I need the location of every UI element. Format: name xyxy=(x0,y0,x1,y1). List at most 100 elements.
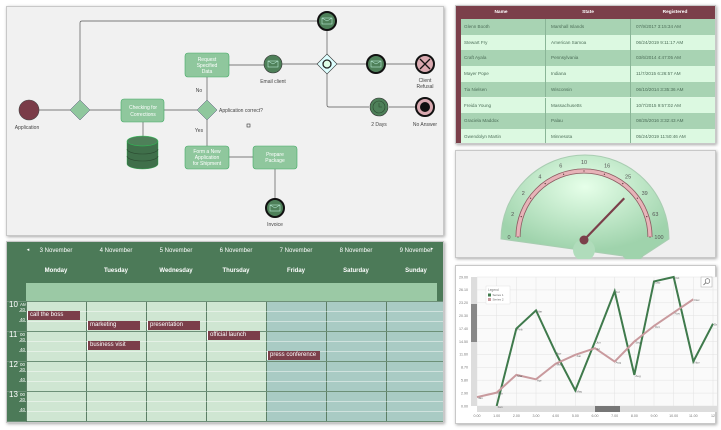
day-date-header[interactable]: 8 November xyxy=(339,248,373,254)
event-call-the-boss[interactable]: call the boss xyxy=(27,311,80,320)
gateway[interactable] xyxy=(69,99,91,121)
data-label: Nov xyxy=(675,312,681,316)
day-column[interactable] xyxy=(206,301,207,422)
task-checking[interactable] xyxy=(120,98,165,123)
message-end-event-icon[interactable] xyxy=(366,54,386,74)
table-cell: Pennsylvania xyxy=(551,55,579,61)
gauge-tick-label: 6 xyxy=(559,164,562,170)
x-tick-label: 5.00 xyxy=(572,414,579,418)
data-label: Nov xyxy=(694,361,700,365)
legend-swatch xyxy=(488,298,491,301)
day-name-header[interactable]: Monday xyxy=(44,268,68,274)
message-event-icon[interactable] xyxy=(263,54,283,74)
table-cell: Graciela Maddox xyxy=(464,118,499,124)
table-row[interactable]: Tia Nielsen Wisconsin 06/10/2014 3:35:36 A… xyxy=(461,81,715,98)
data-label: Sep xyxy=(635,341,641,345)
table-cell: 05/24/2019 11:50:46 AM xyxy=(636,133,686,139)
bpmn-diagram[interactable]: Application Application correct? No Yes … xyxy=(6,6,444,236)
event-marketing[interactable]: marketing xyxy=(87,321,140,330)
all-day-area[interactable] xyxy=(26,283,437,301)
scheduler[interactable]: ◂ ▸ 3 November Monday 4 November Tuesday 5 N… xyxy=(6,241,444,423)
day-column[interactable] xyxy=(386,301,387,422)
data-label: Mar xyxy=(517,374,522,378)
message-end-event-icon[interactable] xyxy=(265,198,285,218)
data-label: Jan xyxy=(478,396,483,400)
table-row[interactable]: Glenn Booth Marshall Islands 07/9/2017 3:1… xyxy=(461,19,715,35)
data-label: Sep xyxy=(655,280,661,284)
day-date-header[interactable]: 4 November xyxy=(99,248,133,254)
minute-label: 20 xyxy=(20,367,26,372)
day-column[interactable] xyxy=(146,301,147,422)
day-column[interactable] xyxy=(266,301,267,422)
next-week-arrow-icon[interactable]: ▸ xyxy=(430,246,434,252)
y-tick-label: 2.90 xyxy=(461,391,468,395)
table-row[interactable]: Freida Young Massachusetts 10/7/2015 9:57:… xyxy=(461,97,715,114)
day-date-header[interactable]: 9 November xyxy=(399,248,433,254)
table-row[interactable]: Mayer Pope Indiana 11/7/2015 6:26:57 AM xyxy=(461,66,715,82)
minute-label: 20 xyxy=(20,337,26,342)
day-name-header[interactable]: Tuesday xyxy=(104,268,128,274)
y-tick-label: 23.20 xyxy=(459,301,468,305)
column-header-state[interactable]: State xyxy=(582,10,594,15)
series-line-2[interactable] xyxy=(476,298,694,399)
table-row[interactable]: Craft Ayala Pennsylvania 03/6/2014 4:47:05… xyxy=(461,50,715,67)
day-date-header[interactable]: 7 November xyxy=(279,248,313,254)
event-press-conference[interactable]: press conference xyxy=(267,351,320,360)
event-official-launch[interactable]: official launch xyxy=(207,331,260,340)
table-row[interactable]: Stewart Fry American Samoa 06/24/2019 9:11… xyxy=(461,34,715,51)
time-slot-line xyxy=(19,401,443,402)
gauge-tick-label: 0 xyxy=(507,235,510,241)
terminate-end-event-icon[interactable] xyxy=(415,97,435,117)
database-icon[interactable] xyxy=(126,135,159,170)
day-column[interactable] xyxy=(326,301,327,422)
day-date-header[interactable]: 3 November xyxy=(39,248,73,254)
event-business-visit[interactable]: business visit xyxy=(87,341,140,350)
prev-week-arrow-icon[interactable]: ◂ xyxy=(26,247,30,253)
time-slot-line xyxy=(19,411,443,412)
column-header-name[interactable]: Name xyxy=(494,10,508,15)
zoom-button[interactable] xyxy=(700,276,713,288)
task-form-application[interactable] xyxy=(184,145,230,170)
x-tick-label: 0.00 xyxy=(474,414,481,418)
gauge-tick-label: 63 xyxy=(652,212,658,218)
event-presentation[interactable]: presentation xyxy=(147,321,200,330)
day-date-header[interactable]: 6 November xyxy=(219,248,253,254)
vertical-scrollbar-thumb[interactable] xyxy=(471,304,477,342)
day-name-header[interactable]: Friday xyxy=(286,268,306,274)
day-name-header[interactable]: Saturday xyxy=(343,268,369,274)
time-slot-line xyxy=(7,361,443,362)
table-cell: Minnesota xyxy=(551,133,573,139)
diagram-canvas[interactable]: Application Application correct? No Yes … xyxy=(7,7,445,237)
task-request-data[interactable] xyxy=(184,52,230,78)
series-line-1[interactable] xyxy=(495,275,714,407)
resize-handle[interactable] xyxy=(246,123,251,128)
day-name-header[interactable]: Thursday xyxy=(222,268,250,274)
day-column[interactable] xyxy=(86,301,87,422)
data-label: Feb xyxy=(498,392,504,396)
y-tick-label: 29.00 xyxy=(459,275,468,279)
row-selector-strip xyxy=(456,19,461,143)
timer-event-icon[interactable] xyxy=(369,97,389,117)
invoice-label: Invoice xyxy=(267,222,283,228)
time-slot-line xyxy=(19,321,443,322)
horizontal-scrollbar-thumb[interactable] xyxy=(595,406,620,412)
hour-label: 12 xyxy=(9,360,18,369)
message-end-event-icon[interactable] xyxy=(317,11,337,31)
y-tick-label: 14.50 xyxy=(459,340,468,344)
line-chart[interactable]: 0.00 2.90 5.80 8.70 11.60 14.50 17.40 20.30 23.2… xyxy=(455,265,720,424)
cancel-end-event-icon[interactable] xyxy=(415,54,435,74)
radial-gauge: 0 2 2 4 6 10 16 25 39 63 100 xyxy=(455,150,716,262)
gauge-tick-label: 39 xyxy=(642,191,648,197)
task-prepare-package[interactable] xyxy=(252,145,298,170)
column-header-registered[interactable]: Registered xyxy=(662,10,688,15)
start-event[interactable] xyxy=(18,99,40,121)
gateway-application-correct[interactable] xyxy=(196,99,218,121)
data-label: Feb xyxy=(517,328,523,332)
data-grid[interactable]: Name State Registered Glenn Booth Marshal… xyxy=(455,5,716,144)
day-name-header[interactable]: Sunday xyxy=(405,268,427,274)
gateway-label: Application correct? xyxy=(219,108,263,114)
day-date-header[interactable]: 5 November xyxy=(159,248,193,254)
table-row[interactable]: Gwendolyn Martin Minnesota 05/24/2019 11:5… xyxy=(461,128,715,143)
table-row[interactable]: Graciela Maddox Palau 08/25/2016 3:32:43 A… xyxy=(461,113,715,129)
day-name-header[interactable]: Wednesday xyxy=(159,268,193,274)
